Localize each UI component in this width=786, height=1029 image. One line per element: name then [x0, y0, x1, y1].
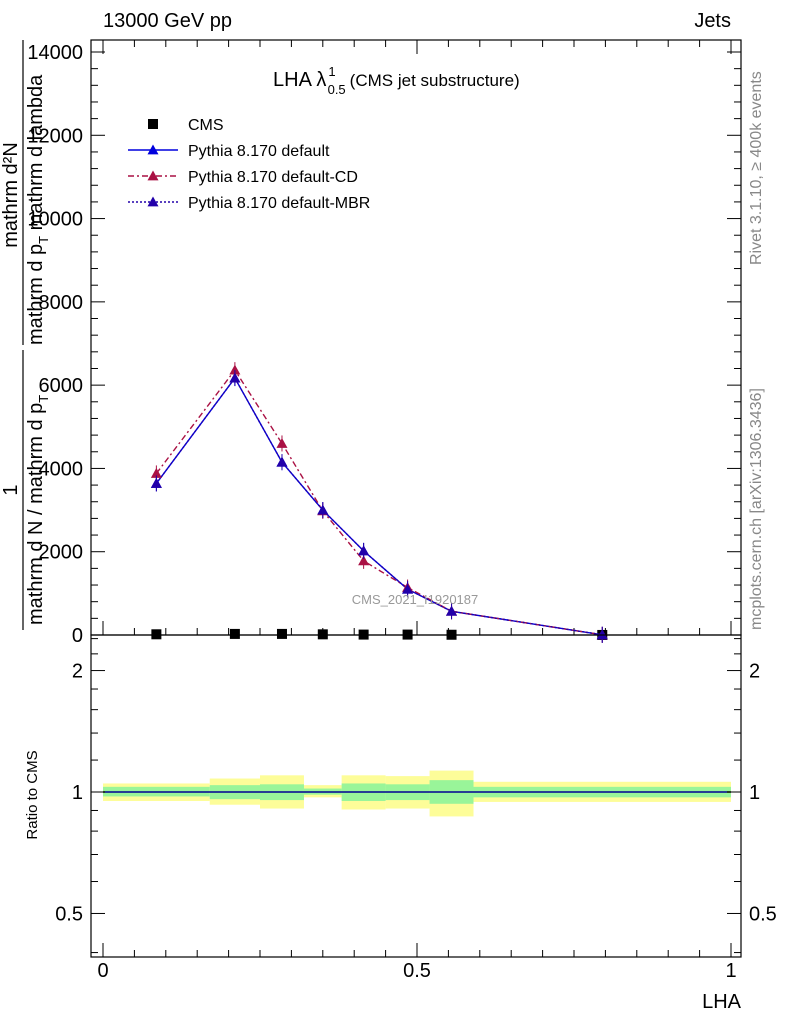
title-main: LHA λ: [273, 69, 326, 91]
ratio-ytick-label-right: 1: [749, 782, 760, 804]
rivet-label: Rivet 3.1.10, ≥ 400k events: [748, 71, 765, 265]
main-ytick-label: 10000: [27, 209, 83, 231]
legend-marker-2: [147, 170, 159, 181]
main-panel: 0 2000 4000 6000 8000 10000 12000 14000: [27, 39, 742, 647]
ylabel-prefix-denom-text: mathrm d N / mathrm d p: [25, 403, 47, 625]
main-ytick-label: 6000: [39, 375, 84, 397]
main-ytick-label: 8000: [39, 292, 84, 314]
main-ytick-label: 12000: [27, 125, 83, 147]
title-sub: 0.5: [328, 82, 346, 97]
legend-label-2: Pythia 8.170 default-CD: [188, 169, 358, 186]
ratio-xtick-label: 0: [97, 960, 108, 982]
ylabel-prefix-denom-sub: T: [36, 395, 51, 403]
ratio-ytick-label-right: 0.5: [749, 903, 777, 925]
header-left: 13000 GeV pp: [103, 10, 232, 32]
chart-title: LHA λ 1 0.5 (CMS jet substructure): [273, 64, 520, 97]
legend-marker-0: [148, 119, 158, 129]
xlabel: LHA: [702, 991, 742, 1013]
data-point-2: [276, 628, 287, 639]
ylabel-denom: mathrm d pT mathrm d lambda: [25, 74, 51, 345]
legend-marker-1: [147, 144, 159, 155]
main-ytick-label: 4000: [39, 458, 84, 480]
ylabel-prefix-numer: 1: [0, 484, 22, 495]
ratio-ytick-label-left: 1: [72, 782, 83, 804]
ylabel-prefix-denom: mathrm d N / mathrm d pT: [25, 395, 51, 625]
main-ytick-label: 14000: [27, 42, 83, 64]
data-point-1: [229, 628, 240, 639]
title-suffix: (CMS jet substructure): [350, 71, 520, 90]
legend-label-0: CMS: [188, 117, 224, 134]
data-point-0: [151, 629, 162, 640]
legend: CMS Pythia 8.170 default Pythia 8.170 defa…: [128, 117, 370, 212]
ratio-ylabel: Ratio to CMS: [24, 750, 41, 839]
series-line-2: [155, 368, 603, 636]
ratio-frame: [90, 634, 742, 958]
header-right: Jets: [694, 10, 731, 32]
watermark: CMS_2021_I1920187: [352, 592, 479, 607]
ylabel-numer: mathrm d²N: [0, 142, 22, 248]
legend-label-3: Pythia 8.170 default-MBR: [188, 195, 370, 212]
title-sup: 1: [328, 64, 335, 79]
legend-label-1: Pythia 8.170 default: [188, 143, 330, 160]
ylabel-denom-a: mathrm d p: [25, 244, 47, 345]
main-ytick-label: 0: [72, 625, 83, 647]
ratio-panel: 0.5 0.5 1 1 2 2 0 0.5 1: [55, 634, 777, 982]
ratio-ytick-label-right: 2: [749, 661, 760, 683]
mcplots-label: mcplots.cern.ch [arXiv:1306.3436]: [748, 388, 765, 630]
ratio-xtick-label: 0.5: [403, 960, 431, 982]
ratio-ytick-label-left: 0.5: [55, 903, 83, 925]
data-point-3: [317, 629, 328, 640]
ratio-xtick-label: 1: [725, 960, 736, 982]
ylabel-denom-sub: T: [36, 236, 51, 244]
ylabel-denom-b: mathrm d lambda: [25, 74, 47, 236]
ratio-ytick-label-left: 2: [72, 661, 83, 683]
main-ytick-label: 2000: [39, 542, 84, 564]
main-ylabel: 1 mathrm d N / mathrm d pT mathrm d²N ma…: [0, 40, 51, 630]
legend-marker-3: [147, 196, 159, 207]
